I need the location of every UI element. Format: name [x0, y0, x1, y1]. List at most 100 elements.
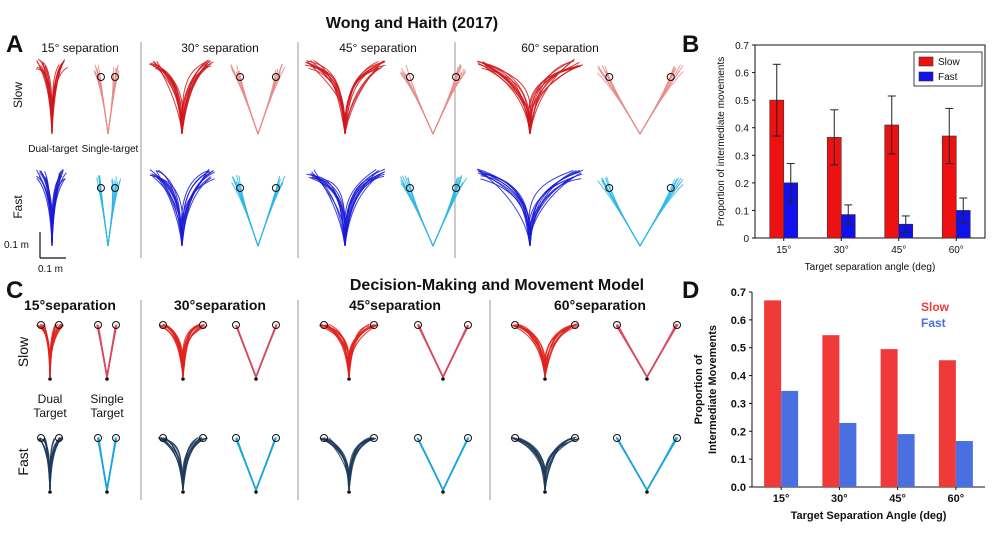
trajectory-path: [529, 169, 583, 247]
target-left-icon: [159, 434, 167, 442]
chart-b: 0 0.1 0.2 0.3 0.4 0.5 0.6 0.7 15° 30° 45° 60° Target…: [716, 41, 986, 273]
target-right-icon: [452, 184, 461, 192]
trajectory-path: [432, 71, 466, 135]
bar-slow-3: [938, 360, 956, 487]
traj-a-fast-single-0: [96, 174, 122, 247]
y-tick-label: 0.4: [731, 371, 747, 383]
trajectory-path: [94, 69, 109, 135]
traj-a-slow-dual-1: [148, 59, 214, 135]
target-left-icon: [236, 184, 245, 192]
traj-a-fast-dual-0: [36, 169, 67, 247]
target-left-icon: [320, 434, 328, 442]
target-right-icon: [571, 321, 579, 329]
traj-c-fast-single-3: [613, 434, 681, 494]
trajectory-path: [231, 68, 259, 135]
row-label-a-slow: Slow: [11, 82, 25, 108]
trajectory-path: [400, 182, 434, 247]
target-left-icon: [37, 434, 45, 442]
target-left-icon: [511, 434, 519, 442]
target-left-icon: [613, 434, 621, 442]
bar-slow-0: [764, 300, 782, 487]
target-right-icon: [673, 434, 681, 442]
target-right-icon: [571, 434, 579, 442]
cond-label-c-dual-2: Target: [33, 406, 67, 420]
target-left-icon: [94, 321, 102, 329]
start-point-icon: [441, 377, 445, 381]
trajectory-path: [646, 323, 678, 378]
trajectory-path: [516, 324, 546, 378]
trajectory-path: [36, 177, 53, 247]
target-left-icon: [414, 434, 422, 442]
traj-a-fast-single-1: [231, 174, 286, 247]
cond-label-a-dual: Dual-target: [28, 144, 78, 155]
trajectory-path: [37, 438, 51, 491]
trajectory-path: [157, 67, 183, 135]
traj-c-fast-dual-1: [157, 434, 208, 494]
trajectory-path: [543, 438, 580, 491]
trajectory-path: [94, 72, 109, 135]
bar-fast-2: [897, 434, 915, 487]
row-label-a-fast: Fast: [11, 195, 25, 219]
trajectory-path: [479, 171, 531, 247]
target-left-icon: [96, 73, 105, 81]
sep-label-c-30: 30°separation: [174, 297, 266, 313]
trajectory-path: [482, 61, 531, 135]
trajectory-path: [418, 324, 444, 378]
sep-label-a-45: 45° separation: [339, 41, 417, 55]
trajectory-path: [544, 324, 579, 378]
traj-c-slow-dual-2: [319, 321, 379, 381]
target-right-icon: [199, 434, 207, 442]
y-tick-label: 0.3: [735, 151, 749, 162]
target-right-icon: [111, 73, 120, 81]
trajectory-path: [432, 178, 458, 247]
trajectory-path: [319, 324, 350, 378]
trajectory-path: [43, 438, 51, 491]
y-tick-label: 0.1: [731, 454, 746, 466]
trajectory-path: [257, 66, 286, 135]
trajectory-path: [639, 68, 675, 135]
sep-label-a-30: 30° separation: [181, 41, 259, 55]
trajectory-path: [255, 323, 278, 378]
trajectory-path: [348, 323, 378, 378]
trajectory-path: [477, 60, 531, 135]
row-label-c-slow: Slow: [15, 336, 31, 367]
trajectory-path: [639, 182, 681, 247]
target-left-icon: [96, 184, 105, 192]
panel-letter-d: D: [682, 277, 699, 304]
chart-d: 0.0 0.1 0.2 0.3 0.4 0.5 0.6 0.7 15° 30° 45° 60°Targ…: [693, 287, 985, 522]
traj-a-slow-single-2: [399, 64, 467, 135]
x-axis-label: Target Separation Angle (deg): [791, 510, 947, 522]
target-left-icon: [605, 73, 614, 81]
trajectory-path: [407, 177, 434, 247]
start-point-icon: [543, 490, 547, 494]
trajectory-path: [518, 437, 546, 491]
x-tick-label: 15°: [773, 493, 790, 505]
trajectory-path: [432, 71, 463, 135]
target-right-icon: [666, 184, 675, 192]
trajectory-path: [39, 438, 51, 491]
start-point-icon: [181, 490, 185, 494]
target-right-icon: [55, 434, 63, 442]
trajectory-path: [597, 180, 641, 247]
y-tick-label: 0.2: [735, 179, 749, 190]
start-point-icon: [441, 490, 445, 494]
traj-c-slow-single-2: [414, 321, 472, 381]
traj-a-slow-dual-2: [304, 59, 386, 135]
start-point-icon: [105, 490, 109, 494]
x-tick-label: 15°: [776, 245, 791, 256]
trajectory-path: [407, 177, 434, 247]
trajectory-path: [98, 174, 109, 247]
bar-fast-3: [955, 441, 973, 487]
trajectory-path: [313, 60, 346, 135]
panel-a-trajectories: [35, 58, 684, 247]
trajectory-path: [483, 63, 531, 135]
trajectory-path: [181, 62, 208, 135]
y-tick-label: 0.1: [735, 206, 749, 217]
legend-label-slow: Slow: [938, 57, 960, 68]
x-tick-label: 30°: [831, 493, 848, 505]
trajectory-path: [529, 60, 575, 135]
target-left-icon: [37, 321, 45, 329]
trajectory-path: [182, 325, 204, 378]
legend-label-fast: Fast: [938, 72, 958, 83]
target-left-icon: [320, 321, 328, 329]
